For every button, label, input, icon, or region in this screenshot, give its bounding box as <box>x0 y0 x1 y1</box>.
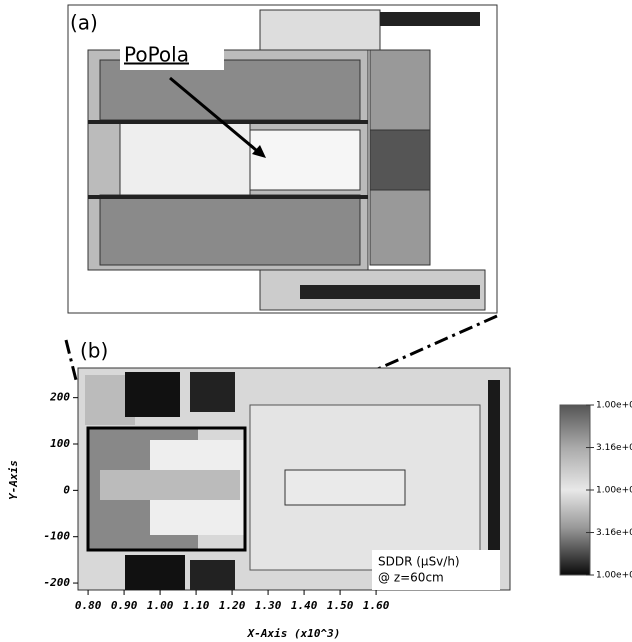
colorbar-tick-label: 1.00e+003 <box>596 486 632 496</box>
zoom-line <box>66 340 76 380</box>
callout: PoPola <box>124 43 189 67</box>
colorbar-tick-label: 3.16e+003 <box>596 443 632 453</box>
panel-a: (a) PoPola <box>68 5 497 313</box>
x-axis-label: X-Axis (x10^3) <box>247 627 341 640</box>
panel-label: (a) <box>70 11 98 35</box>
panel-label: (b) <box>80 339 108 363</box>
colorbar-tick-label: 3.16e+002 <box>596 528 632 538</box>
y-tick-label: 0 <box>63 483 70 496</box>
x-tick-label: 0.80 <box>75 599 102 612</box>
x-tick-label: 1.60 <box>363 599 390 612</box>
annotation: SDDR (µSv/h) <box>378 555 460 569</box>
x-tick-label: 1.00 <box>147 599 174 612</box>
colorbar <box>560 405 590 575</box>
x-tick-label: 1.40 <box>291 599 318 612</box>
figure: (a) PoPola SDDR (µSv/h) @ z=60cm (b) X-A… <box>0 0 632 642</box>
x-tick-label: 1.30 <box>255 599 282 612</box>
y-tick-label: 100 <box>50 437 70 450</box>
x-tick-label: 1.20 <box>219 599 246 612</box>
y-tick-label: -200 <box>44 576 71 589</box>
annotation: @ z=60cm <box>378 571 444 585</box>
y-axis-label: Y-Axis <box>7 460 20 500</box>
x-tick-label: 0.90 <box>111 599 138 612</box>
x-tick-label: 1.50 <box>327 599 354 612</box>
y-tick-label: -100 <box>44 530 71 543</box>
page: (a) PoPola SDDR (µSv/h) @ z=60cm (b) X-A… <box>0 0 632 642</box>
dose-map: SDDR (µSv/h) @ z=60cm <box>78 368 510 590</box>
x-tick-label: 1.10 <box>183 599 210 612</box>
y-tick-label: 200 <box>49 391 70 404</box>
colorbar-tick-label: 1.00e+002 <box>596 571 632 581</box>
colorbar-tick-label: 1.00e+004 <box>596 401 632 411</box>
